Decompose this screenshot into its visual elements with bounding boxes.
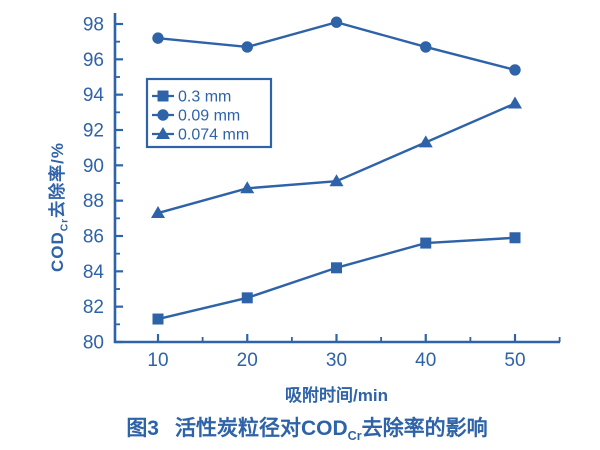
x-tick-label: 30 bbox=[326, 350, 347, 371]
series-line-1 bbox=[157, 20, 516, 72]
series-1-marker-circle bbox=[152, 32, 164, 44]
series-2-marker-triangle bbox=[418, 135, 433, 148]
series-2-marker-triangle bbox=[240, 181, 255, 194]
y-tick-label: 98 bbox=[83, 15, 104, 36]
caption-subscript: Cr bbox=[347, 429, 362, 444]
series-1-marker-circle bbox=[330, 16, 343, 28]
series-0-marker-square bbox=[420, 237, 432, 249]
series-1-marker-circle bbox=[420, 41, 432, 53]
series-2-marker-triangle bbox=[329, 174, 344, 187]
legend-label: 0.074 mm bbox=[178, 127, 249, 144]
series-1-marker-circle bbox=[509, 64, 521, 76]
legend-marker-circle bbox=[157, 109, 169, 121]
y-tick-label: 86 bbox=[83, 227, 104, 248]
x-tick-label: 20 bbox=[237, 350, 258, 371]
y-tick-label: 92 bbox=[83, 121, 104, 142]
caption-text-prefix: 活性炭粒径对COD bbox=[175, 417, 348, 440]
series-line-0 bbox=[157, 236, 516, 321]
legend-label: 0.09 mm bbox=[178, 108, 240, 125]
series-0-marker-square bbox=[509, 232, 521, 244]
x-tick-label: 50 bbox=[504, 350, 525, 371]
y-tick-label: 80 bbox=[83, 333, 104, 354]
x-tick-label: 40 bbox=[415, 350, 436, 371]
y-tick-label: 88 bbox=[83, 191, 104, 212]
y-tick-label: 90 bbox=[83, 156, 104, 177]
y-tick-label: 82 bbox=[83, 297, 104, 318]
y-axis-label-suffix: 去除率/% bbox=[48, 142, 67, 218]
series-0-marker-square bbox=[241, 292, 253, 304]
series-2-marker-triangle bbox=[508, 96, 522, 109]
y-axis-label-subscript: Cr bbox=[59, 217, 71, 232]
caption-text-suffix: 去除率的影响 bbox=[361, 417, 488, 440]
series-0-marker-square bbox=[331, 262, 342, 274]
series-2-marker-triangle bbox=[151, 206, 165, 219]
figure-number: 图3 bbox=[126, 417, 159, 440]
series-1-marker-circle bbox=[241, 41, 253, 53]
x-axis-label: 吸附时间/min bbox=[285, 386, 388, 405]
figure-caption: 图3 活性炭粒径对CODCr去除率的影响 bbox=[0, 412, 600, 443]
y-tick-label: 94 bbox=[83, 85, 105, 106]
y-axis-label-prefix: COD bbox=[48, 231, 67, 272]
series-0-marker-square bbox=[152, 313, 164, 325]
legend-label: 0.3 mm bbox=[178, 89, 231, 106]
legend-marker-square bbox=[157, 90, 169, 102]
x-tick-label: 10 bbox=[147, 350, 168, 371]
y-tick-label: 96 bbox=[83, 50, 104, 71]
y-axis-label: CODCr去除率/% bbox=[45, 47, 71, 367]
legend-marker-triangle bbox=[156, 127, 170, 139]
y-tick-label: 84 bbox=[83, 262, 105, 283]
